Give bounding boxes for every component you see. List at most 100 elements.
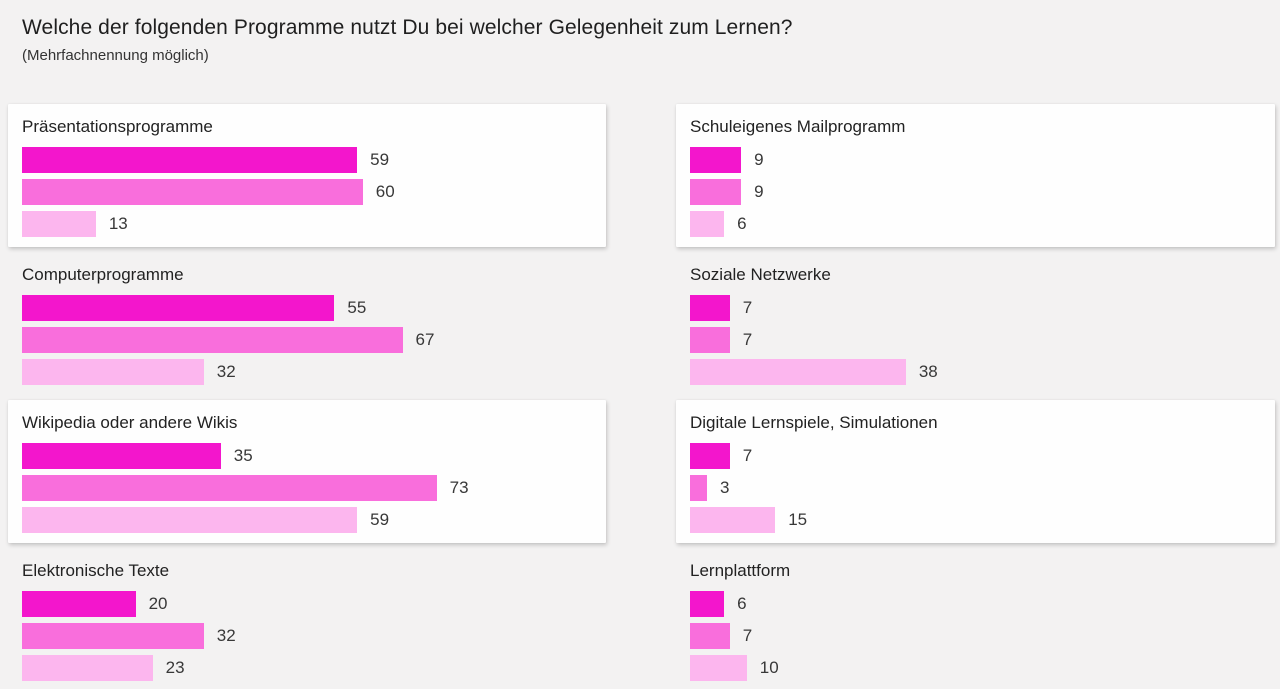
bar-value-label: 3 [720,478,730,497]
panel-title: Lernplattform [690,561,791,580]
bar-value-label: 35 [233,446,253,465]
bar [22,327,403,353]
bar-row: 55 [22,295,592,321]
chart-panel: Präsentationsprogramme 59 60 13 [8,104,606,247]
panel-title: Präsentationsprogramme [22,117,213,136]
chart-grid: Präsentationsprogramme 59 60 13 Schuleigen… [8,104,1275,689]
bar-row: 38 [690,359,1261,385]
bar [690,211,725,237]
panel-bars: 7 7 38 [690,295,1261,385]
bar-value-label: 59 [370,150,390,169]
bar [22,655,153,681]
bar-row: 32 [22,623,592,649]
panel-title: Wikipedia oder andere Wikis [22,413,238,432]
bar-row: 59 [22,507,592,533]
bar [22,507,358,533]
bar [22,295,335,321]
bar-row: 13 [22,211,592,237]
bar-value-label: 7 [742,626,753,645]
bar-row: 35 [22,443,592,469]
panel-bars: 59 60 13 [22,147,592,237]
bar-row: 59 [22,147,592,173]
chart-header: Welche der folgenden Programme nutzt Du … [22,15,793,66]
bar-row: 23 [22,655,592,681]
bar [690,179,742,205]
bar-value-label: 23 [165,658,185,677]
panel-bars: 55 67 32 [22,295,592,385]
bar-value-label: 9 [754,182,764,201]
panel-bars: 20 32 23 [22,591,592,681]
bar-row: 7 [690,295,1261,321]
bar-row: 67 [22,327,592,353]
panel-title: Computerprogramme [22,265,184,284]
panel-title: Elektronische Texte [22,561,170,580]
bar-value-label: 59 [370,510,390,529]
bar-value-label: 7 [742,446,753,465]
chart-panel: Computerprogramme 55 67 32 [8,252,606,395]
panel-title: Schuleigenes Mailprogramm [690,117,906,136]
bar-value-label: 67 [415,330,435,349]
bar-row: 3 [690,475,1261,501]
bar [690,507,776,533]
panel-title: Digitale Lernspiele, Simulationen [690,413,938,432]
chart-panel: Lernplattform 6 7 10 [676,548,1275,689]
bar-value-label: 9 [754,150,764,169]
bar [690,295,730,321]
bar-row: 7 [690,327,1261,353]
bar-row: 6 [690,591,1261,617]
bar-row: 32 [22,359,592,385]
bar [690,147,742,173]
chart-panel: Digitale Lernspiele, Simulationen 7 3 15 [676,400,1275,543]
bar-row: 15 [690,507,1261,533]
bar-value-label: 20 [148,594,168,613]
page-subtitle: (Mehrfachnennung möglich) [22,47,209,64]
page-title: Welche der folgenden Programme nutzt Du … [22,16,793,39]
bar-row: 9 [690,147,1261,173]
bar [22,591,136,617]
bar-value-label: 6 [737,594,747,613]
bar [22,475,437,501]
bar-row: 20 [22,591,592,617]
chart-panel: Soziale Netzwerke 7 7 38 [676,252,1275,395]
bar [690,655,747,681]
bar-value-label: 7 [742,298,753,317]
bar [690,443,730,469]
bar-value-label: 60 [375,182,395,201]
bar [22,179,363,205]
bar-row: 7 [690,443,1261,469]
bar-row: 73 [22,475,592,501]
panel-bars: 35 73 59 [22,443,592,533]
panel-title: Soziale Netzwerke [690,265,831,284]
bar-value-label: 38 [918,362,938,381]
bar [690,591,725,617]
bar [22,147,358,173]
panel-bars: 7 3 15 [690,443,1261,533]
bar-value-label: 7 [742,330,753,349]
bar-row: 9 [690,179,1261,205]
bar-value-label: 73 [449,478,469,497]
chart-panel: Elektronische Texte 20 32 23 [8,548,606,689]
bar-value-label: 32 [216,626,236,645]
bar-value-label: 6 [737,214,747,233]
bar-row: 10 [690,655,1261,681]
bar [690,327,730,353]
bar-row: 60 [22,179,592,205]
bar-value-label: 10 [759,658,779,677]
bar [22,211,96,237]
bar [690,475,708,501]
bar-row: 7 [690,623,1261,649]
bar [22,359,204,385]
bar-value-label: 13 [108,214,128,233]
bar-row: 6 [690,211,1261,237]
bar [22,443,221,469]
panel-bars: 6 7 10 [690,591,1261,681]
bar-value-label: 32 [216,362,236,381]
bar [22,623,204,649]
bar-value-label: 15 [788,510,808,529]
bar-value-label: 55 [347,298,367,317]
chart-panel: Wikipedia oder andere Wikis 35 73 59 [8,400,606,543]
bar [690,359,906,385]
bar [690,623,730,649]
